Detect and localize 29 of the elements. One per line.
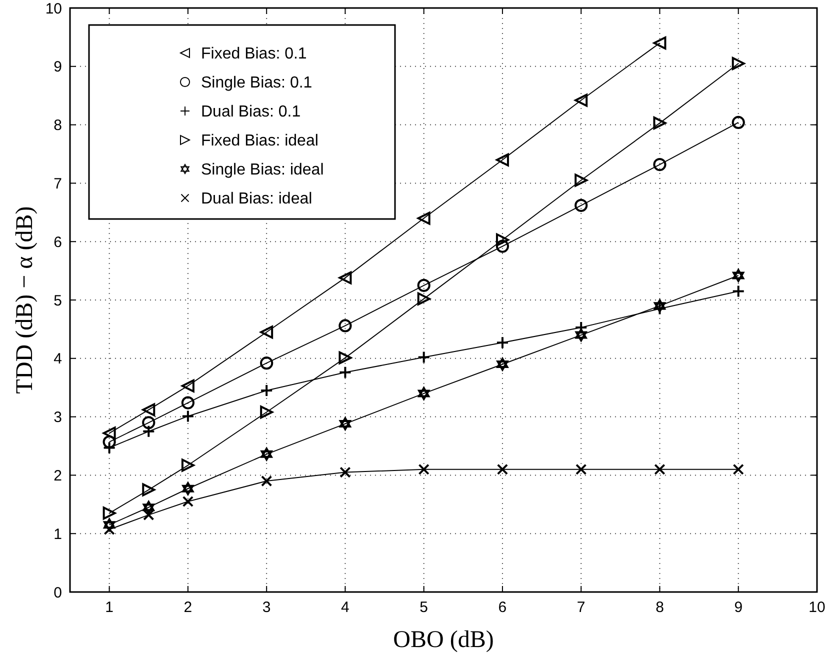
- legend-label: Fixed Bias: 0.1: [201, 46, 307, 63]
- y-tick-label: 2: [54, 467, 62, 484]
- x-tick-label: 5: [420, 599, 428, 616]
- x-axis-title: OBO (dB): [393, 627, 494, 653]
- y-tick-label: 1: [54, 526, 62, 543]
- x-tick-label: 3: [262, 599, 271, 616]
- y-tick-label: 5: [54, 292, 62, 310]
- legend-label: Dual Bias: 0.1: [201, 104, 301, 121]
- y-tick-label: 7: [54, 175, 62, 192]
- y-tick-label: 6: [54, 234, 62, 251]
- x-tick-label: 10: [808, 599, 826, 616]
- y-axis-title: TDD (dB) − α (dB): [12, 206, 38, 394]
- y-tick-label: 0: [54, 584, 62, 602]
- x-tick-label: 9: [734, 599, 743, 616]
- legend-label: Fixed Bias: ideal: [201, 132, 318, 150]
- x-tick-label: 1: [105, 599, 114, 616]
- legend-label: Dual Bias: ideal: [201, 190, 312, 208]
- legend-label: Single Bias: ideal: [201, 162, 324, 179]
- y-tick-label: 4: [54, 350, 62, 368]
- y-tick-label: 9: [54, 58, 62, 76]
- legend-label: Single Bias: 0.1: [201, 74, 312, 92]
- x-tick-label: 4: [341, 599, 350, 616]
- y-tick-label: 8: [54, 117, 62, 134]
- y-tick-label: 3: [54, 409, 62, 426]
- x-tick-label: 7: [576, 599, 586, 616]
- x-tick-label: 6: [498, 599, 507, 616]
- x-tick-label: 8: [656, 599, 664, 616]
- x-tick-label: 2: [184, 599, 192, 616]
- y-tick-label: 10: [45, 0, 62, 18]
